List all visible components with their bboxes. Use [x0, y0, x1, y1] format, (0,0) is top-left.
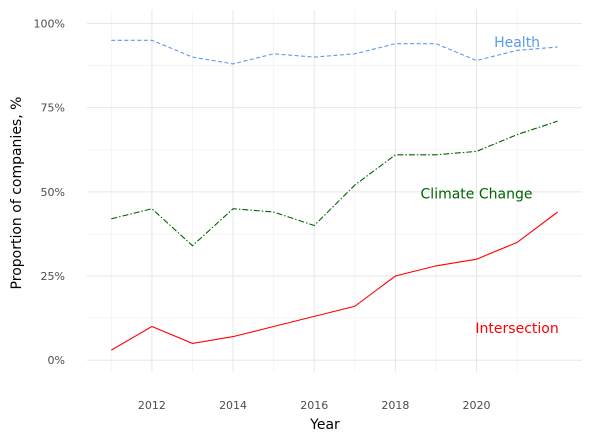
y-tick-label: 25% — [41, 270, 65, 283]
series-line-climate-change — [111, 120, 558, 247]
series-label-climate-change: Climate Change — [421, 187, 533, 203]
y-axis-title: Proportion of companies, % — [9, 97, 25, 290]
y-tick-label: 50% — [41, 186, 65, 199]
series-lines — [111, 39, 559, 351]
series-labels: Health Climate Change Intersection — [421, 35, 559, 337]
series-line-intersection — [111, 211, 559, 351]
y-tick-label: 75% — [41, 102, 65, 115]
series-label-intersection: Intersection — [475, 321, 558, 337]
x-tick-label: 2016 — [300, 399, 328, 412]
y-axis-ticks: 0% 25% 50% 75% 100% — [34, 17, 65, 367]
x-tick-label: 2012 — [138, 399, 166, 412]
x-tick-label: 2014 — [219, 399, 247, 412]
series-label-health: Health — [494, 35, 540, 51]
y-tick-label: 0% — [48, 354, 65, 367]
x-tick-label: 2020 — [463, 399, 491, 412]
y-tick-label: 100% — [34, 17, 65, 30]
x-axis-title: Year — [309, 417, 340, 433]
x-tick-label: 2018 — [381, 399, 409, 412]
x-axis-ticks: 2012 2014 2016 2018 2020 — [138, 399, 491, 412]
grid — [87, 10, 582, 372]
series-line-health — [111, 39, 558, 65]
